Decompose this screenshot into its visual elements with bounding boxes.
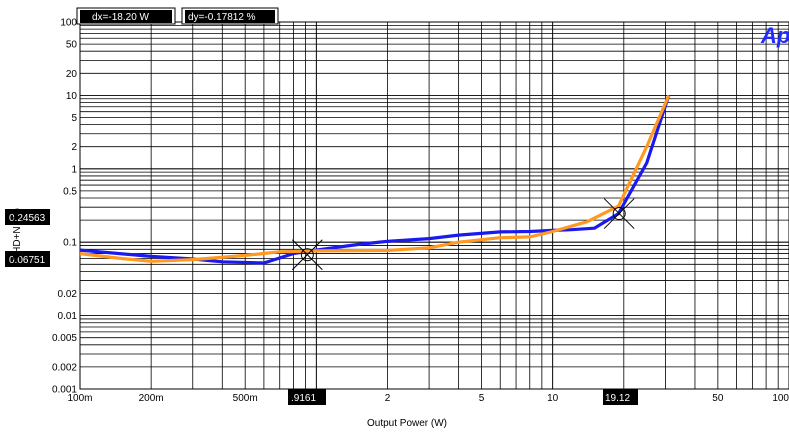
y-tick-label: 0.001 xyxy=(52,385,77,396)
grid xyxy=(79,21,789,390)
y-tick-label: 100 xyxy=(60,18,77,29)
cursor2-y-readout: 0.24563 xyxy=(5,209,50,225)
y-tick-label: 20 xyxy=(66,69,78,80)
x-tick-label: 100m xyxy=(67,393,92,404)
x-tick-label: 10 xyxy=(547,393,559,404)
y-tick-label: 10 xyxy=(66,91,78,102)
cursor2-y-text: 0.24563 xyxy=(9,213,46,224)
y-tick-label: 50 xyxy=(66,40,78,51)
cursor2-x-text: 19.12 xyxy=(605,393,630,404)
series-group xyxy=(79,94,671,265)
plot-frame xyxy=(79,21,789,390)
x-tick-label: 500m xyxy=(233,393,258,404)
y-tick-label: 0.5 xyxy=(63,186,77,197)
dx-readout: dx=-18.20 W xyxy=(76,7,176,25)
cursor1-x-readout: .9161 xyxy=(288,389,326,405)
x-tick-label: 200m xyxy=(139,393,164,404)
cursor-group xyxy=(291,198,635,271)
cursor-marker-1[interactable] xyxy=(291,239,323,271)
dy-readout: dy=-0.17812 % xyxy=(181,7,279,25)
dx-readout-text: dx=-18.20 W xyxy=(92,12,150,23)
y-tick-label: 2 xyxy=(71,142,77,153)
x-tick-label: 5 xyxy=(479,393,485,404)
ap-logo: Ap xyxy=(760,23,789,48)
y-tick-label: 0.002 xyxy=(52,362,77,373)
y-tick-label: 0.1 xyxy=(63,238,77,249)
x-tick-label: 100 xyxy=(772,393,789,404)
x-axis-title: Output Power (W) xyxy=(367,418,447,429)
series-line-1 xyxy=(79,94,671,265)
y-axis-title: THD+N (%) xyxy=(12,208,23,260)
axes: 100 50 20 10 5 2 1 0.5 0.1 0.02 0.01 0.005 0.002 0.00… xyxy=(52,18,789,404)
cursor1-y-text: 0.06751 xyxy=(9,255,46,266)
series-line-2 xyxy=(79,94,671,263)
y-tick-label: 0.005 xyxy=(52,333,77,344)
cursor2-x-readout: 19.12 xyxy=(603,389,638,405)
cursor1-y-readout: 0.06751 xyxy=(5,251,50,267)
x-tick-label: 2 xyxy=(385,393,391,404)
y-tick-label: 5 xyxy=(71,113,77,124)
cursor1-x-text: .9161 xyxy=(291,393,316,404)
cursor-marker-2[interactable] xyxy=(603,198,635,229)
y-tick-label: 0.01 xyxy=(58,311,78,322)
y-tick-label: 1 xyxy=(71,164,77,175)
dy-readout-text: dy=-0.17812 % xyxy=(188,12,256,23)
x-tick-label: 50 xyxy=(712,393,724,404)
y-tick-label: 0.02 xyxy=(58,289,78,300)
